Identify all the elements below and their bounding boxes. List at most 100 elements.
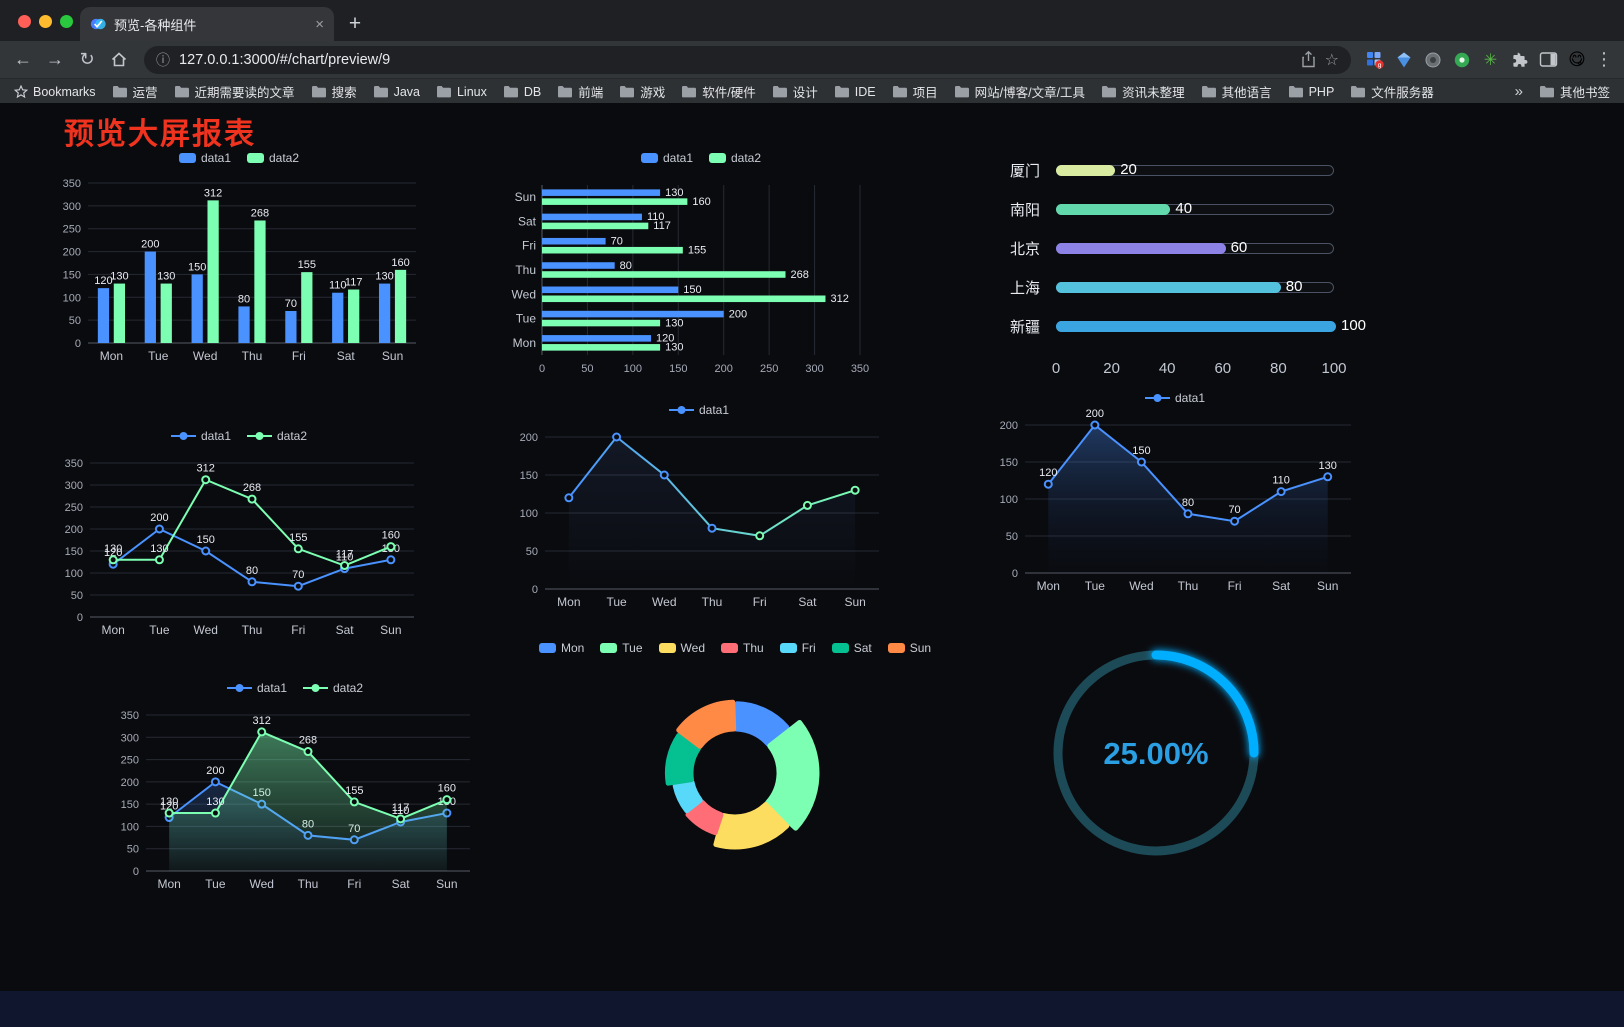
bookmark-folder[interactable]: DB bbox=[503, 82, 541, 101]
legend-item[interactable]: data2 bbox=[247, 151, 299, 165]
folder-icon bbox=[373, 86, 388, 98]
side-panel-button[interactable] bbox=[1535, 46, 1562, 73]
svg-text:130: 130 bbox=[110, 271, 128, 283]
extensions-puzzle-button[interactable] bbox=[1506, 46, 1533, 73]
svg-text:50: 50 bbox=[1006, 531, 1018, 543]
extension-grid-icon[interactable]: g bbox=[1361, 46, 1388, 73]
bookmarks-root[interactable]: Bookmarks bbox=[14, 84, 96, 99]
bookmark-folder[interactable]: 设计 bbox=[772, 82, 818, 101]
bookmark-folder[interactable]: 前端 bbox=[557, 82, 603, 101]
extension-pinwheel-icon[interactable]: ✳ bbox=[1483, 51, 1498, 69]
home-button[interactable] bbox=[104, 45, 134, 75]
legend-item[interactable]: Fri bbox=[779, 641, 816, 655]
chart-legend: data1 data2 bbox=[48, 147, 430, 169]
svg-text:200: 200 bbox=[150, 512, 168, 524]
svg-text:70: 70 bbox=[285, 298, 297, 310]
maximize-window-button[interactable] bbox=[60, 15, 73, 28]
svg-text:Wed: Wed bbox=[1129, 579, 1153, 593]
legend-item[interactable]: data2 bbox=[709, 151, 761, 165]
progress-track: 40 bbox=[1056, 201, 1334, 216]
side-panel-icon bbox=[1539, 52, 1558, 67]
bookmark-folder[interactable]: IDE bbox=[834, 82, 876, 101]
progress-fill bbox=[1056, 164, 1116, 176]
bookmark-folder[interactable]: 资讯未整理 bbox=[1101, 82, 1185, 101]
svg-text:Wed: Wed bbox=[193, 623, 217, 637]
legend-item[interactable]: data1 bbox=[226, 681, 287, 695]
legend-item[interactable]: data1 bbox=[178, 151, 231, 165]
bookmark-folder[interactable]: Linux bbox=[436, 82, 487, 101]
svg-text:Sat: Sat bbox=[336, 623, 355, 637]
svg-text:Mon: Mon bbox=[101, 623, 124, 637]
svg-text:Thu: Thu bbox=[702, 595, 723, 609]
extension-lens-icon[interactable] bbox=[1419, 46, 1446, 73]
folder-icon bbox=[174, 86, 189, 98]
svg-text:100: 100 bbox=[65, 568, 83, 580]
folder-icon bbox=[892, 86, 907, 98]
svg-text:312: 312 bbox=[830, 293, 848, 305]
bookmarks-overflow-button[interactable]: » bbox=[1514, 83, 1523, 100]
svg-text:Fri: Fri bbox=[291, 623, 305, 637]
other-bookmarks[interactable]: 其他书签 bbox=[1539, 82, 1610, 101]
address-bar[interactable]: ⓘ 127.0.0.1:3000/#/chart/preview/9 ☆ bbox=[144, 45, 1351, 74]
share-button[interactable] bbox=[1301, 51, 1316, 68]
legend-item[interactable]: data1 bbox=[640, 151, 693, 165]
svg-text:268: 268 bbox=[299, 735, 317, 747]
legend-item[interactable]: data2 bbox=[247, 429, 307, 443]
browser-menu-button[interactable]: ⋮ bbox=[1595, 49, 1613, 69]
bookmark-folder[interactable]: 运营 bbox=[112, 82, 158, 101]
svg-text:200: 200 bbox=[141, 239, 159, 251]
legend-item[interactable]: Mon bbox=[538, 641, 584, 655]
legend-item[interactable]: data2 bbox=[303, 681, 363, 695]
legend-item[interactable]: Thu bbox=[721, 641, 764, 655]
folder-icon bbox=[436, 86, 451, 98]
forward-button[interactable]: → bbox=[46, 49, 64, 69]
minimize-window-button[interactable] bbox=[39, 15, 52, 28]
extension-gem-icon[interactable] bbox=[1390, 46, 1417, 73]
bookmark-folder[interactable]: 项目 bbox=[892, 82, 938, 101]
svg-text:130: 130 bbox=[160, 796, 178, 808]
bookmark-folder[interactable]: 其他语言 bbox=[1201, 82, 1272, 101]
legend-item[interactable]: Sun bbox=[887, 641, 931, 655]
bookmark-folder[interactable]: 文件服务器 bbox=[1350, 82, 1434, 101]
svg-text:150: 150 bbox=[1132, 445, 1150, 457]
progress-track: 60 bbox=[1056, 240, 1334, 255]
bookmark-label: DB bbox=[523, 84, 542, 99]
legend-item[interactable]: Tue bbox=[600, 641, 643, 655]
legend-item[interactable]: Sat bbox=[831, 641, 872, 655]
bookmark-label: 运营 bbox=[132, 86, 158, 100]
bookmark-folder[interactable]: 游戏 bbox=[619, 82, 665, 101]
profile-avatar[interactable]: 😋 bbox=[1568, 49, 1586, 69]
progress-fill bbox=[1056, 320, 1336, 332]
svg-text:155: 155 bbox=[298, 259, 316, 271]
svg-text:150: 150 bbox=[65, 546, 83, 558]
svg-text:100: 100 bbox=[121, 821, 139, 833]
bookmark-folder[interactable]: 软件/硬件 bbox=[681, 82, 756, 101]
legend-label: data2 bbox=[269, 151, 300, 165]
svg-text:80: 80 bbox=[246, 565, 258, 577]
reload-button[interactable]: ↻ bbox=[79, 49, 95, 69]
bookmark-star-button[interactable]: ☆ bbox=[1324, 51, 1339, 69]
legend-item[interactable]: data1 bbox=[1144, 391, 1205, 405]
svg-text:Mon: Mon bbox=[1037, 579, 1060, 593]
bookmark-folder[interactable]: Java bbox=[373, 82, 420, 101]
progress-value: 20 bbox=[1120, 160, 1137, 178]
extension-green-icon[interactable] bbox=[1448, 46, 1475, 73]
back-button[interactable]: ← bbox=[14, 49, 32, 69]
close-window-button[interactable] bbox=[18, 15, 31, 28]
browser-tab[interactable]: 预览-各种组件 × bbox=[80, 7, 334, 41]
bookmark-folder[interactable]: PHP bbox=[1288, 82, 1334, 101]
site-info-icon[interactable]: ⓘ bbox=[156, 51, 170, 68]
tab-close-button[interactable]: × bbox=[315, 15, 324, 33]
chart-line-gradient: data1 0 50 100 150 200 Mon Tue Wed Thu Fri Sat Sun bbox=[505, 399, 893, 615]
legend-item[interactable]: data1 bbox=[170, 429, 231, 443]
new-tab-button[interactable]: + bbox=[348, 12, 362, 35]
bookmark-folder[interactable]: 近期需要读的文章 bbox=[174, 82, 295, 101]
chart-plot: 0 50 100 150 200 250 300 350 Mon Tue Wed Thu Fri Sat S… bbox=[63, 178, 416, 363]
legend-item[interactable]: Wed bbox=[658, 641, 705, 655]
svg-text:350: 350 bbox=[851, 363, 869, 375]
legend-item[interactable]: data1 bbox=[668, 403, 729, 417]
bookmark-folder[interactable]: 搜索 bbox=[311, 82, 357, 101]
bookmark-folder[interactable]: 网站/博客/文章/工具 bbox=[954, 82, 1085, 101]
svg-text:0: 0 bbox=[77, 612, 83, 624]
svg-text:80: 80 bbox=[238, 293, 250, 305]
